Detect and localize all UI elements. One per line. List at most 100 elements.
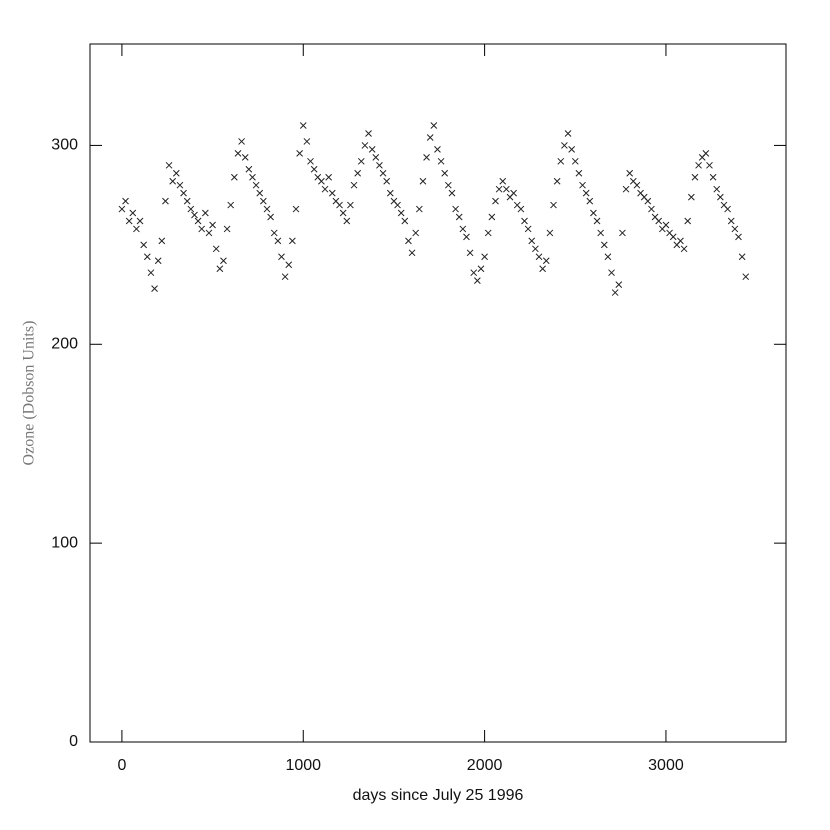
point bbox=[662, 221, 670, 229]
point bbox=[350, 181, 358, 189]
point bbox=[383, 177, 391, 185]
point bbox=[328, 189, 336, 197]
point bbox=[644, 197, 652, 205]
point bbox=[260, 197, 267, 205]
point bbox=[452, 205, 459, 213]
point bbox=[401, 217, 409, 225]
point bbox=[669, 233, 677, 241]
point bbox=[532, 245, 539, 253]
point bbox=[535, 253, 543, 261]
point bbox=[426, 134, 434, 141]
point bbox=[245, 165, 253, 173]
point bbox=[122, 197, 129, 205]
point bbox=[397, 209, 405, 217]
x-tick-label: 2000 bbox=[467, 757, 503, 774]
point bbox=[129, 209, 137, 217]
point bbox=[394, 201, 401, 209]
point bbox=[285, 261, 293, 269]
point bbox=[408, 249, 416, 257]
point bbox=[564, 130, 572, 137]
point bbox=[528, 237, 536, 245]
point bbox=[299, 122, 307, 129]
point bbox=[466, 249, 474, 257]
point bbox=[252, 181, 260, 189]
point bbox=[256, 189, 264, 197]
point bbox=[655, 217, 663, 225]
point bbox=[619, 229, 626, 237]
point bbox=[597, 229, 605, 237]
x-tick-label: 0 bbox=[117, 757, 126, 774]
point bbox=[361, 142, 369, 149]
point bbox=[154, 257, 162, 265]
point bbox=[191, 211, 198, 219]
point bbox=[201, 209, 209, 217]
point bbox=[136, 217, 144, 225]
point bbox=[687, 193, 695, 201]
point bbox=[731, 225, 739, 233]
point bbox=[648, 205, 655, 213]
point bbox=[709, 173, 717, 181]
x-axis-label: days since July 25 1996 bbox=[353, 787, 524, 804]
point bbox=[176, 181, 184, 189]
point bbox=[187, 205, 195, 213]
point bbox=[274, 237, 282, 245]
point bbox=[473, 277, 481, 284]
point bbox=[677, 237, 684, 245]
point bbox=[680, 245, 688, 253]
point bbox=[303, 138, 311, 145]
point bbox=[180, 189, 187, 197]
point bbox=[147, 269, 155, 277]
point bbox=[600, 241, 608, 249]
point bbox=[459, 225, 467, 233]
point bbox=[503, 185, 510, 193]
point bbox=[386, 189, 394, 197]
point bbox=[608, 269, 615, 277]
point bbox=[713, 185, 721, 193]
point bbox=[633, 181, 641, 189]
point bbox=[463, 233, 470, 241]
point bbox=[336, 201, 343, 209]
point bbox=[684, 217, 692, 225]
point bbox=[484, 229, 492, 237]
point bbox=[735, 233, 742, 241]
point bbox=[343, 217, 351, 225]
point bbox=[158, 237, 166, 245]
point bbox=[615, 281, 623, 288]
point bbox=[727, 217, 735, 225]
point bbox=[296, 150, 303, 157]
point bbox=[477, 265, 485, 273]
point bbox=[571, 157, 579, 165]
point bbox=[521, 217, 528, 225]
point bbox=[742, 273, 750, 281]
point bbox=[611, 289, 619, 296]
point bbox=[492, 197, 499, 205]
point bbox=[455, 213, 463, 221]
point bbox=[230, 173, 238, 181]
plot-frame bbox=[89, 43, 787, 743]
point bbox=[376, 161, 383, 169]
point bbox=[568, 146, 576, 153]
point bbox=[151, 285, 158, 292]
point bbox=[267, 213, 274, 221]
point bbox=[412, 229, 420, 237]
point bbox=[238, 138, 245, 145]
y-tick-label: 100 bbox=[51, 534, 78, 551]
point bbox=[579, 181, 586, 189]
point bbox=[553, 177, 561, 185]
point bbox=[470, 269, 478, 277]
point bbox=[444, 181, 452, 189]
point bbox=[357, 157, 365, 165]
y-tick-label: 200 bbox=[51, 335, 78, 352]
point bbox=[590, 209, 597, 217]
point bbox=[347, 201, 354, 209]
point bbox=[539, 265, 546, 273]
point bbox=[561, 142, 568, 149]
point bbox=[488, 213, 496, 221]
point bbox=[307, 157, 314, 165]
point bbox=[118, 205, 126, 213]
point bbox=[354, 169, 362, 177]
point bbox=[234, 150, 242, 157]
point bbox=[209, 221, 216, 229]
